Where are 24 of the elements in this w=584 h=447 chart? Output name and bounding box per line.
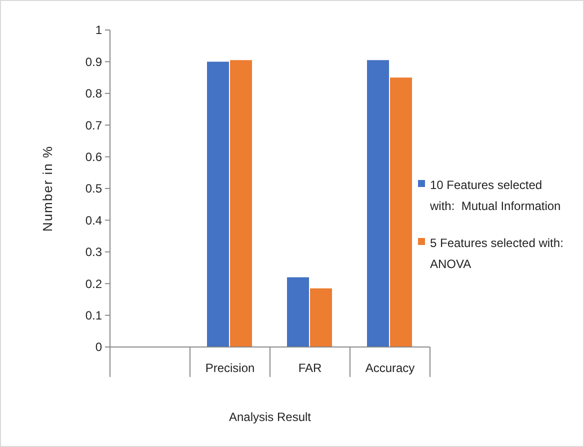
y-tick-label: 1 xyxy=(95,23,102,38)
y-tick-label: 0.9 xyxy=(85,54,102,69)
x-tick-label: FAR xyxy=(298,361,322,375)
bar xyxy=(367,60,389,347)
y-tick-label: 0.3 xyxy=(85,245,102,260)
bar xyxy=(287,277,309,347)
legend-label: 5 Features selected with: ANOVA xyxy=(430,236,564,271)
bar xyxy=(230,60,252,347)
x-tick-label: Accuracy xyxy=(365,361,415,375)
bar xyxy=(207,62,229,347)
x-axis-title: Analysis Result xyxy=(228,410,312,424)
y-tick-label: 0.8 xyxy=(85,86,102,101)
y-tick-label: 0.6 xyxy=(85,150,102,164)
y-axis-title: Number in % xyxy=(40,145,55,232)
x-tick-label: Precision xyxy=(205,361,255,375)
y-tick-label: 0.7 xyxy=(85,118,102,132)
legend-label: 10 Features selected with: Mutual Information xyxy=(429,178,561,213)
y-tick-label: 0.1 xyxy=(85,308,102,322)
bar xyxy=(310,288,332,347)
y-tick-label: 0.5 xyxy=(85,182,102,196)
bar xyxy=(390,78,412,347)
y-tick-label: 0.4 xyxy=(85,213,102,228)
y-tick-label: 0.2 xyxy=(85,276,102,291)
y-tick-label: 0 xyxy=(95,340,102,354)
